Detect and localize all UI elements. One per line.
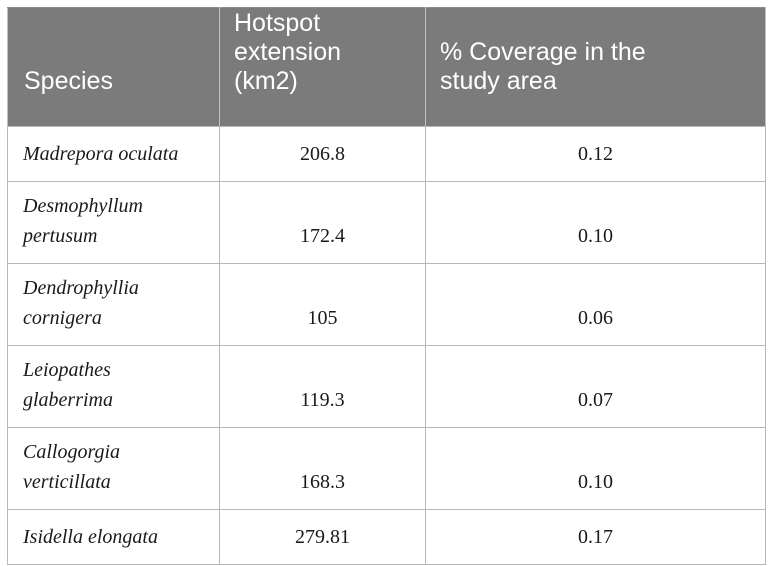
species-epithet: pertusum [23,225,98,247]
header-species: Species [7,7,220,127]
species-cell: Isidella elongata [7,509,220,565]
species-epithet: verticillata [23,471,111,493]
coverage-cell: 0.10 [425,427,766,510]
species-cell: Callogorgia verticillata [7,427,220,510]
table-row: Leiopathes glaberrima 119.3 0.07 [7,345,766,428]
hotspot-cell: 206.8 [219,126,426,182]
header-coverage: % Coverage in the study area [425,7,766,127]
species-hotspot-table: Species Hotspot extension (km2) % Covera… [7,7,766,565]
species-genus: Callogorgia [23,441,121,463]
species-cell: Madrepora oculata [7,126,220,182]
coverage-cell: 0.07 [425,345,766,428]
header-hotspot-line3: (km2) [234,67,298,95]
species-cell: Dendrophyllia cornigera [7,263,220,346]
coverage-cell: 0.06 [425,263,766,346]
species-name: Isidella elongata [23,526,158,548]
species-epithet: glaberrima [23,389,113,411]
hotspot-cell: 172.4 [219,181,426,264]
table-row: Isidella elongata 279.81 0.17 [7,509,766,565]
coverage-cell: 0.10 [425,181,766,264]
header-row: Species Hotspot extension (km2) % Covera… [7,7,766,127]
coverage-cell: 0.17 [425,509,766,565]
species-cell: Leiopathes glaberrima [7,345,220,428]
table-row: Madrepora oculata 206.8 0.12 [7,126,766,182]
coverage-cell: 0.12 [425,126,766,182]
header-coverage-line1: % Coverage in the [440,38,646,66]
table-body: Madrepora oculata 206.8 0.12 Desmophyllu… [7,126,766,565]
table-row: Desmophyllum pertusum 172.4 0.10 [7,181,766,264]
header-hotspot-line2: extension [234,38,342,66]
table-row: Callogorgia verticillata 168.3 0.10 [7,427,766,510]
hotspot-cell: 168.3 [219,427,426,510]
species-cell: Desmophyllum pertusum [7,181,220,264]
header-hotspot-extension: Hotspot extension (km2) [219,7,426,127]
table-row: Dendrophyllia cornigera 105 0.06 [7,263,766,346]
species-genus: Desmophyllum [23,195,143,217]
table-header: Species Hotspot extension (km2) % Covera… [7,7,766,127]
hotspot-cell: 119.3 [219,345,426,428]
species-epithet: cornigera [23,307,102,329]
species-genus: Dendrophyllia [23,277,139,299]
hotspot-cell: 105 [219,263,426,346]
species-genus: Leiopathes [23,359,111,381]
hotspot-cell: 279.81 [219,509,426,565]
header-coverage-line2: study area [440,67,557,95]
species-name: Madrepora oculata [23,143,179,165]
header-species-label: Species [24,67,113,95]
header-hotspot-line1: Hotspot [234,9,321,37]
